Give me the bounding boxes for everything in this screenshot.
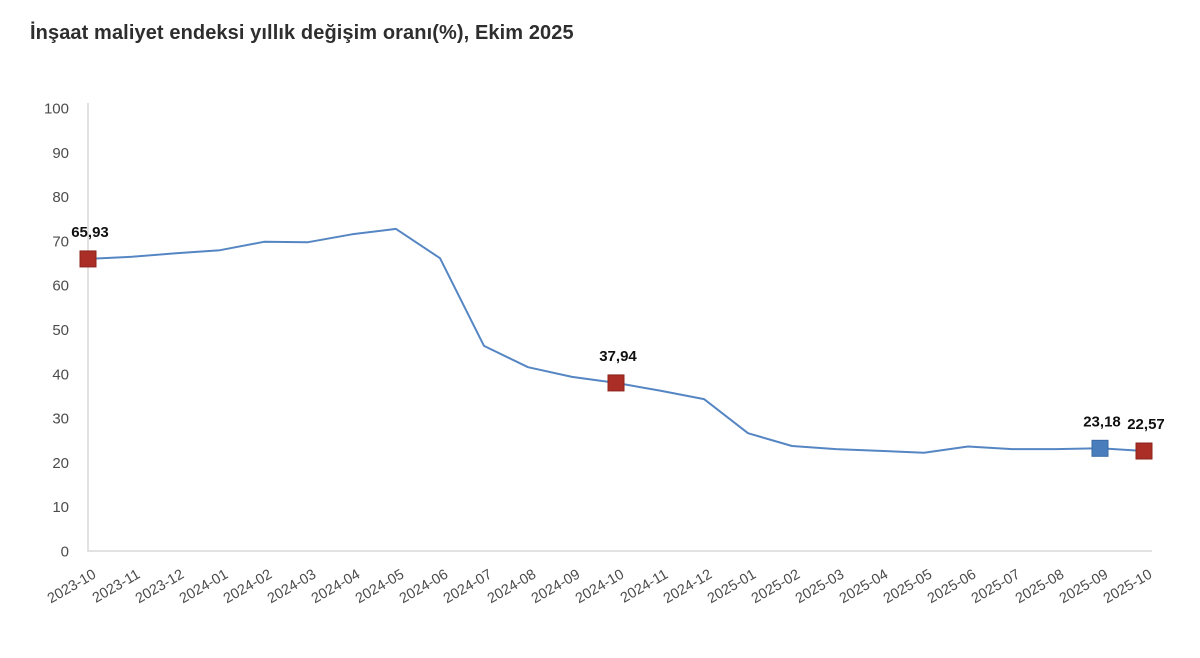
data-point-label: 37,94	[599, 348, 637, 365]
y-axis-tick-label: 80	[52, 189, 69, 206]
x-axis-tick-label: 2025-05	[881, 567, 935, 607]
x-axis-tick-label: 2023-11	[90, 567, 143, 607]
data-point-label: 22,57	[1127, 416, 1165, 433]
y-axis-tick-label: 100	[44, 101, 69, 118]
y-axis-tick-label: 10	[52, 499, 69, 516]
x-axis-tick-label: 2025-09	[1057, 567, 1111, 607]
chart-title: İnşaat maliyet endeksi yıllık değişim or…	[30, 22, 574, 44]
x-axis-tick-label: 2024-08	[485, 567, 539, 607]
x-axis-tick-label: 2025-06	[925, 567, 979, 607]
x-axis-tick-label: 2025-04	[837, 567, 891, 607]
y-axis-tick-label: 20	[52, 455, 69, 472]
x-axis-tick-label: 2024-07	[441, 567, 495, 607]
x-axis-tick-label: 2024-05	[353, 567, 407, 607]
data-point-marker-2023-10[interactable]	[79, 250, 97, 268]
x-axis-tick-label: 2024-02	[221, 567, 275, 607]
x-axis-tick-label: 2025-08	[1013, 567, 1067, 607]
y-axis-tick-label: 30	[52, 411, 69, 428]
y-axis-tick-label: 0	[61, 544, 69, 561]
data-point-label: 23,18	[1083, 413, 1121, 430]
y-axis-tick-label: 60	[52, 278, 69, 295]
data-point-marker-2024-10[interactable]	[607, 374, 625, 392]
x-axis-tick-label: 2024-09	[529, 567, 583, 607]
y-axis-tick-label: 40	[52, 366, 69, 383]
data-point-marker-2025-09[interactable]	[1091, 439, 1109, 457]
x-axis-tick-label: 2025-03	[793, 567, 847, 607]
x-axis-tick-label: 2023-10	[45, 567, 99, 607]
y-axis-tick-label: 70	[52, 233, 69, 250]
x-axis-tick-label: 2025-07	[969, 567, 1023, 607]
x-axis-tick-label: 2025-10	[1101, 567, 1155, 607]
x-axis-tick-label: 2025-02	[749, 567, 803, 607]
data-line	[87, 227, 1145, 454]
x-axis-tick-label: 2024-11	[618, 567, 671, 607]
y-axis-tick-label: 50	[52, 322, 69, 339]
x-axis-tick-label: 2023-12	[133, 567, 187, 607]
y-axis-tick-label: 90	[52, 145, 69, 162]
x-axis-tick-label: 2024-03	[265, 567, 319, 607]
x-axis-tick-label: 2024-06	[397, 567, 451, 607]
x-axis-tick-label: 2025-01	[705, 567, 759, 607]
x-axis-tick-label: 2024-12	[661, 567, 715, 607]
data-point-label: 65,93	[71, 224, 109, 241]
x-axis-tick-label: 2024-10	[573, 567, 627, 607]
axis-lines	[87, 103, 1152, 552]
x-axis-tick-label: 2024-04	[309, 567, 363, 607]
x-axis-tick-label: 2024-01	[177, 567, 231, 607]
data-point-marker-2025-10[interactable]	[1135, 442, 1153, 460]
